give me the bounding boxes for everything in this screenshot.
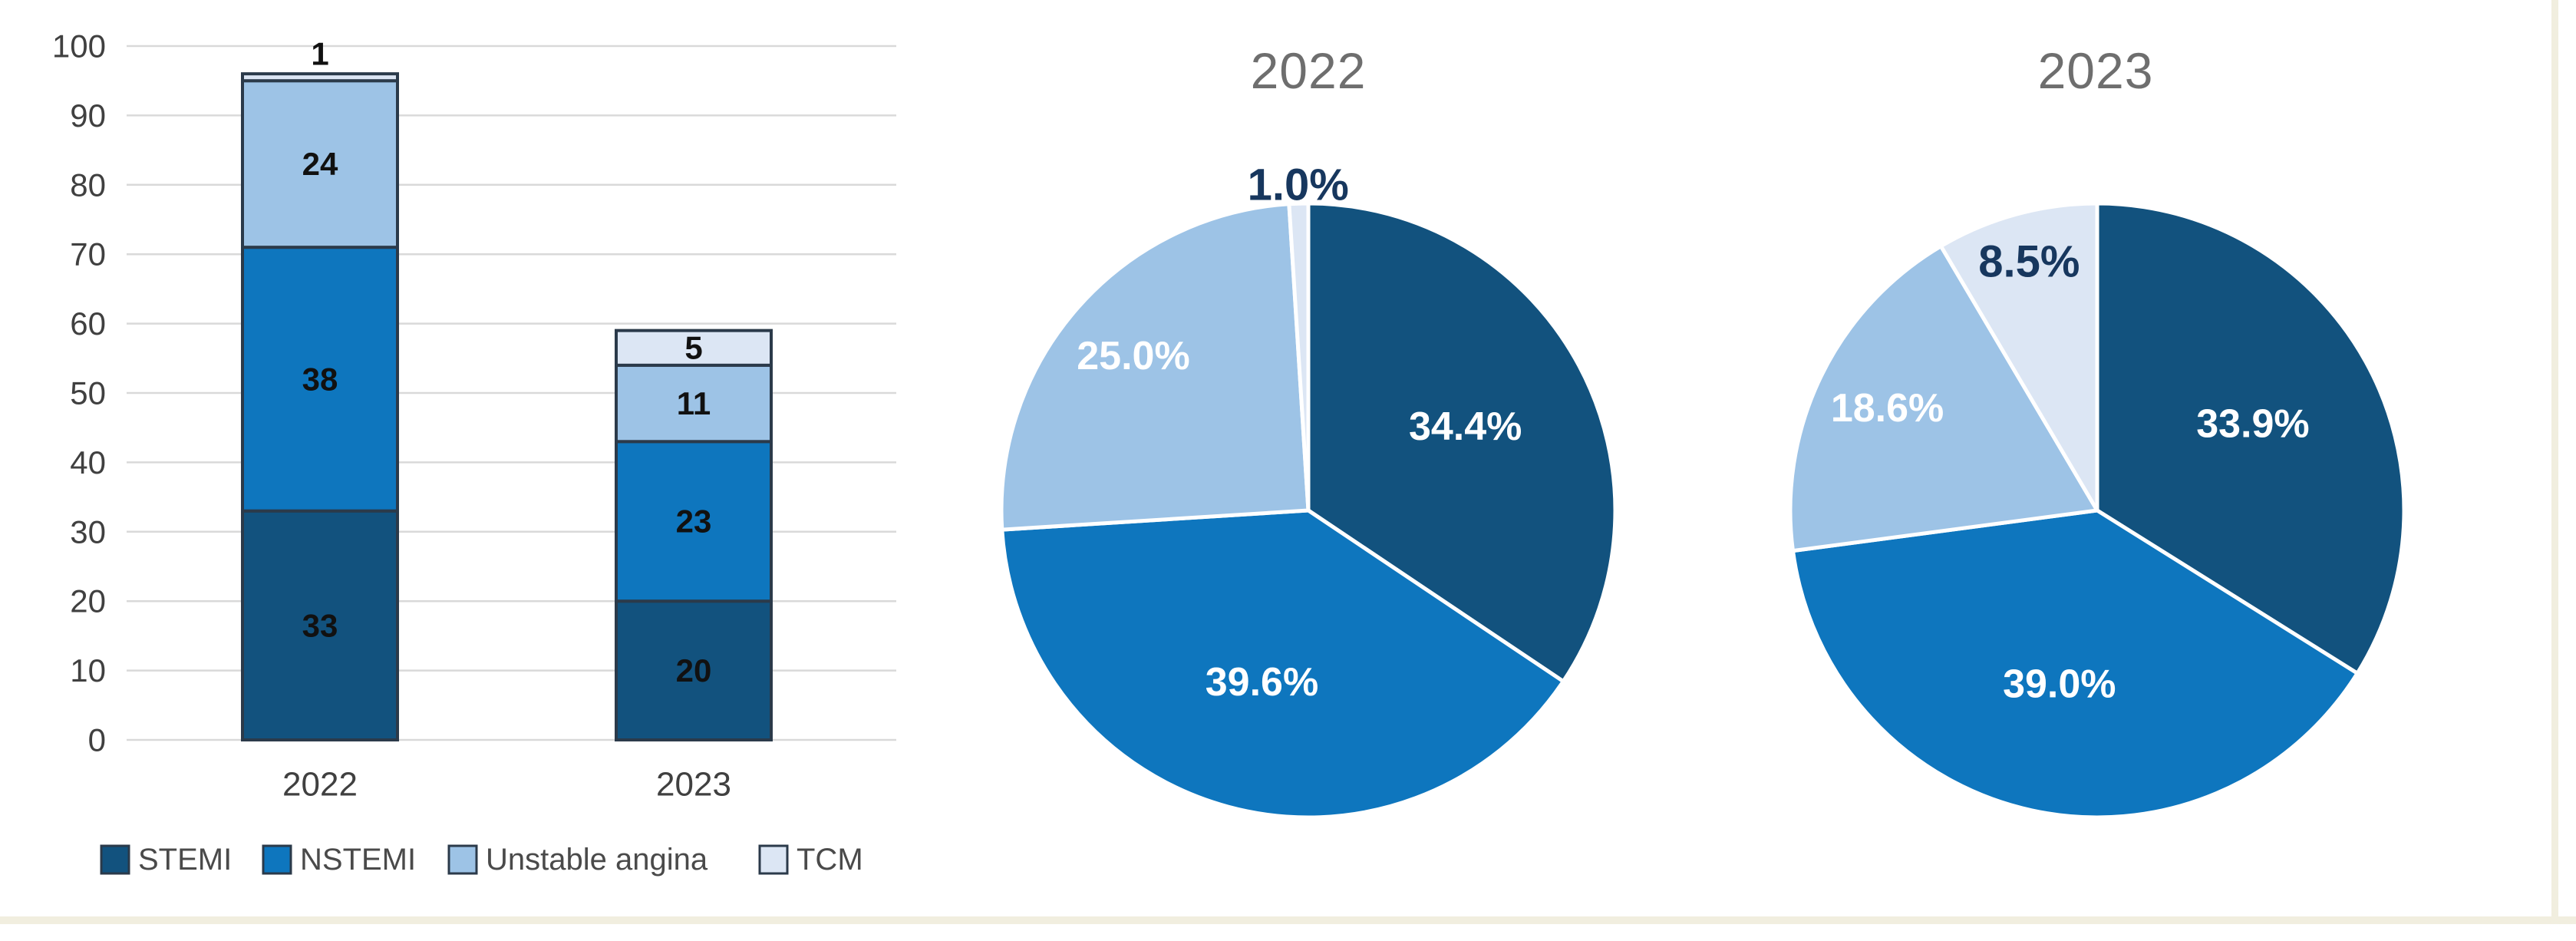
pie-slice-2023-tcm: [1938, 201, 2099, 513]
y-tick-label: 10: [70, 652, 106, 688]
y-tick-label: 70: [70, 236, 106, 272]
legend-swatch-stemi: [100, 844, 130, 875]
bar-segment-nstemi: [241, 246, 399, 513]
x-category-label: 2023: [656, 766, 731, 804]
pie-slice-2022-unstable-angina: [999, 202, 1311, 532]
legend-swatch-tcm: [758, 844, 789, 875]
pie-slice-2022-stemi: [1306, 201, 1618, 684]
bar-value-label: 11: [677, 385, 711, 421]
legend-label-nstemi: NSTEMI: [300, 843, 416, 877]
pie-value-label-2023: 39.0%: [2003, 662, 2116, 707]
bar-value-label: 20: [676, 652, 712, 688]
y-tick-label: 50: [70, 375, 106, 411]
pie-slice-2023-stemi: [2095, 201, 2406, 675]
bar-segment-tcm: [241, 72, 399, 83]
bar-value-label: 5: [684, 330, 702, 366]
y-tick-label: 80: [70, 167, 106, 203]
bar-value-label: 33: [302, 607, 338, 643]
bar-value-label: 38: [302, 361, 338, 397]
legend-label-stemi: STEMI: [138, 843, 232, 877]
pie-value-label-2023: 33.9%: [2196, 402, 2309, 447]
pie-slice-2023-nstemi: [1790, 508, 2360, 820]
bar-segment-tcm: [615, 329, 773, 367]
bar-value-label: 1: [311, 36, 328, 72]
pie-slice-2023-unstable-angina: [1788, 244, 2099, 553]
y-tick-label: 20: [70, 583, 106, 619]
bar-segment-nstemi: [615, 440, 773, 603]
legend-label-tcm: TCM: [797, 843, 863, 877]
x-category-label: 2022: [282, 766, 358, 804]
legend-swatch-unstable-angina: [447, 844, 478, 875]
bar-segment-unstable-angina: [241, 79, 399, 249]
legend-label-unstable-angina: Unstable angina: [486, 843, 708, 877]
bar-value-label: 23: [676, 504, 712, 540]
y-tick-label: 60: [70, 305, 106, 342]
y-tick-label: 30: [70, 513, 106, 550]
bar-segment-unstable-angina: [615, 363, 773, 444]
y-tick-label: 90: [70, 97, 106, 134]
bar-value-label: 24: [302, 146, 338, 182]
pie-value-label-2022: 25.0%: [1077, 334, 1189, 378]
pie-2023-title: 2023: [2037, 42, 2154, 99]
pie-value-label-2022: 1.0%: [1248, 160, 1349, 210]
pie-value-label-2023: 8.5%: [1978, 236, 2080, 286]
page-border-bottom: [0, 916, 2576, 924]
legend-swatch-nstemi: [262, 844, 292, 875]
pie-2022-title: 2022: [1250, 42, 1367, 99]
y-tick-label: 0: [88, 722, 106, 758]
bar-segment-stemi: [241, 509, 399, 741]
pie-value-label-2023: 18.6%: [1831, 386, 1944, 431]
pie-slice-2022-nstemi: [1000, 508, 1565, 820]
pie-value-label-2022: 39.6%: [1206, 660, 1318, 705]
pie-value-label-2022: 34.4%: [1409, 404, 1522, 449]
y-tick-label: 100: [52, 28, 106, 64]
pie-slice-2022-tcm: [1287, 201, 1311, 513]
page-border-right: [2551, 0, 2558, 920]
y-tick-label: 40: [70, 444, 106, 480]
